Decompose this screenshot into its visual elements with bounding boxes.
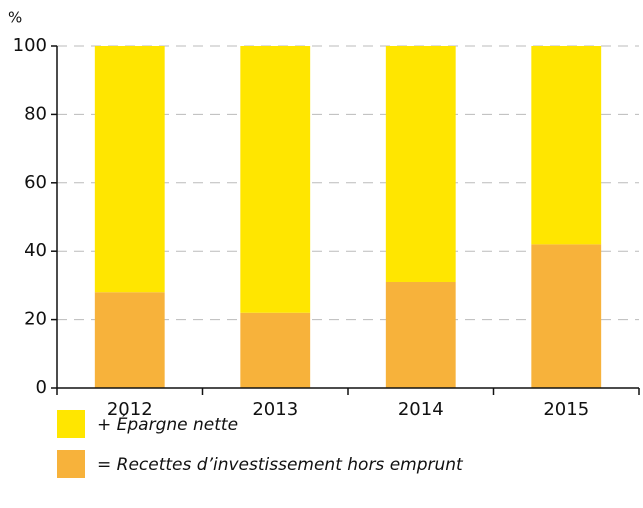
- legend-swatch: [57, 450, 85, 478]
- bar-segment: [94, 292, 165, 388]
- legend-label: + Épargne nette: [97, 413, 238, 435]
- y-tick-label: 20: [24, 309, 47, 330]
- x-tick-label: 2015: [543, 399, 589, 420]
- bar-segment: [531, 46, 602, 245]
- y-tick-label: 100: [13, 35, 47, 56]
- bar-segment: [385, 46, 456, 282]
- bar-segment: [240, 46, 311, 313]
- bar-segment: [94, 46, 165, 293]
- bar-segment: [240, 312, 311, 388]
- legend-label: = Recettes d’investissement hors emprunt: [97, 455, 464, 475]
- y-tick-label: 60: [24, 172, 47, 193]
- legend-swatch: [57, 410, 85, 438]
- x-tick-label: 2014: [398, 399, 444, 420]
- x-tick-label: 2012: [107, 399, 153, 420]
- bar-segment: [385, 281, 456, 388]
- y-tick-label: 80: [24, 103, 47, 124]
- y-axis-unit: %: [8, 9, 22, 27]
- x-tick-label: 2013: [252, 399, 298, 420]
- y-tick-label: 40: [24, 240, 47, 261]
- y-tick-label: 0: [36, 377, 47, 398]
- bar-segment: [531, 244, 602, 388]
